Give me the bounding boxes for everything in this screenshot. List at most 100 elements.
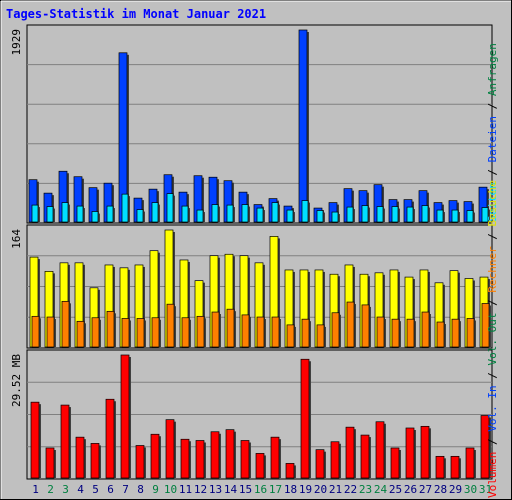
bar-volumen — [315, 449, 325, 479]
x-tick-label: 30 — [464, 483, 477, 496]
x-tick-label: 6 — [107, 483, 114, 496]
bar-seiten — [31, 204, 39, 223]
bar-rechner — [136, 318, 145, 348]
bar-volumen — [465, 447, 475, 479]
bar-rechner — [376, 316, 385, 348]
y-axis-max-label: 1929 — [10, 29, 23, 56]
bar-rechner — [271, 316, 280, 348]
bar-seiten — [331, 211, 339, 223]
legend-separator: / — [486, 162, 499, 182]
bar-volumen — [450, 455, 460, 479]
bar-seiten — [391, 206, 399, 223]
bar-seiten — [451, 209, 459, 223]
bar-volumen — [165, 419, 175, 479]
bar-volumen — [120, 354, 130, 479]
bar-rechner — [466, 318, 475, 348]
legend-volume-visits: Volumen / Vol. In / Vol. Out / Rechner /… — [486, 180, 499, 498]
x-tick-label: 18 — [284, 483, 297, 496]
panel-visits: 164 — [10, 224, 493, 349]
bar-rechner — [421, 311, 430, 348]
x-tick-label: 26 — [404, 483, 417, 496]
bar-seiten — [211, 204, 219, 223]
x-tick-label: 15 — [239, 483, 252, 496]
y-axis-max-label: 164 — [10, 229, 23, 249]
bar-volumen — [135, 445, 145, 479]
x-tick-label: 9 — [152, 483, 159, 496]
y-axis-max-label: 29.52 MB — [10, 354, 23, 407]
legend-entry: Vol. Out — [486, 313, 499, 366]
bar-volumen — [345, 426, 355, 479]
legend-entry: Volumen — [486, 452, 499, 498]
bar-rechner — [301, 318, 310, 348]
bar-rechner — [361, 304, 370, 348]
legend-separator: / — [486, 293, 499, 313]
bar-rechner — [76, 320, 85, 348]
bar-seiten — [406, 206, 414, 223]
bar-volumen — [285, 463, 295, 479]
bar-rechner — [211, 311, 220, 348]
bar-rechner — [256, 316, 265, 348]
bar-seiten — [196, 209, 204, 223]
bar-seiten — [136, 209, 144, 223]
bar-seiten — [181, 205, 189, 223]
bar-volumen — [195, 440, 205, 479]
bar-volumen — [30, 401, 40, 479]
x-tick-label: 1 — [32, 483, 39, 496]
x-tick-label: 10 — [164, 483, 177, 496]
bar-rechner — [481, 303, 490, 348]
legend-entry: Besuche — [486, 180, 499, 226]
bar-volumen — [225, 429, 235, 479]
panel-volume: 29.52 MB — [10, 349, 493, 480]
x-tick-label: 20 — [314, 483, 327, 496]
legend-separator: / — [486, 432, 499, 452]
bar-seiten — [376, 206, 384, 223]
bar-volumen — [105, 398, 115, 479]
x-tick-label: 31 — [479, 483, 492, 496]
bar-seiten — [121, 193, 129, 223]
chart-title: Tages-Statistik im Monat Januar 2021 — [6, 7, 266, 21]
x-tick-label: 13 — [209, 483, 222, 496]
x-tick-label: 22 — [344, 483, 357, 496]
bar-seiten — [226, 204, 234, 223]
bar-seiten — [271, 202, 279, 223]
legend-traffic: Seiten / Dateien / Anfragen — [486, 43, 499, 222]
bar-volumen — [210, 431, 220, 479]
bar-volumen — [150, 433, 160, 479]
bar-seiten — [166, 193, 174, 223]
x-tick-label: 7 — [122, 483, 129, 496]
bar-volumen — [405, 427, 415, 479]
bar-rechner — [106, 310, 115, 348]
x-tick-label: 25 — [389, 483, 402, 496]
bar-volumen — [300, 358, 310, 479]
x-tick-label: 24 — [374, 483, 388, 496]
bar-seiten — [361, 205, 369, 223]
x-tick-label: 17 — [269, 483, 282, 496]
bar-volumen — [75, 436, 85, 479]
bar-seiten — [76, 205, 84, 223]
x-tick-label: 4 — [77, 483, 84, 496]
bar-rechner — [226, 308, 235, 348]
bar-seiten — [61, 202, 69, 223]
legend-separator: / — [486, 226, 499, 246]
bar-volumen — [90, 443, 100, 479]
x-tick-label: 12 — [194, 483, 207, 496]
x-tick-label: 5 — [92, 483, 99, 496]
bar-rechner — [286, 324, 295, 348]
bar-seiten — [151, 202, 159, 223]
bar-rechner — [31, 315, 40, 348]
bar-volumen — [60, 404, 70, 479]
legend-separator: / — [486, 96, 499, 116]
x-tick-label: 2 — [47, 483, 54, 496]
bar-rechner — [436, 321, 445, 348]
bar-seiten — [421, 205, 429, 223]
legend-entry: Rechner — [486, 246, 499, 293]
bar-rechner — [406, 318, 415, 348]
bar-rechner — [91, 317, 100, 348]
bar-seiten — [346, 206, 354, 223]
bar-rechner — [241, 314, 250, 348]
bar-seiten — [46, 206, 54, 223]
x-tick-label: 11 — [179, 483, 192, 496]
bar-seiten — [106, 205, 114, 223]
bar-rechner — [331, 312, 340, 348]
